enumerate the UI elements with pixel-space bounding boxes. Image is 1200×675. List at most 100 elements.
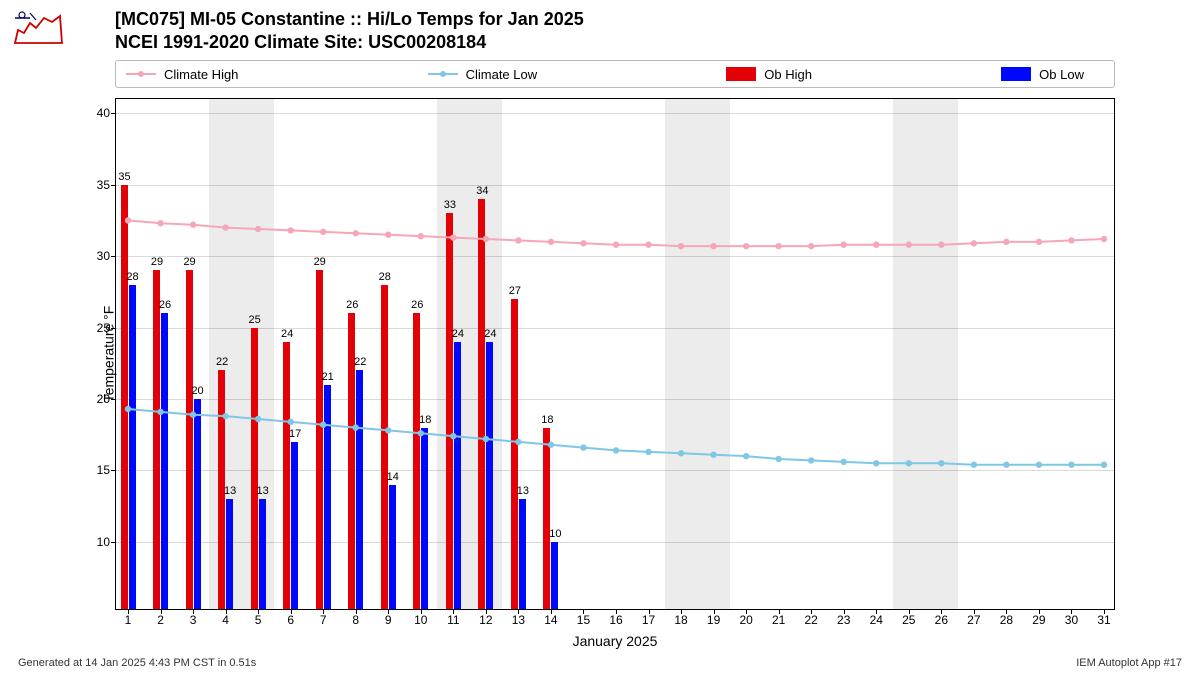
climate-high-marker (1101, 236, 1107, 242)
footer-generated: Generated at 14 Jan 2025 4:43 PM CST in … (18, 657, 256, 669)
climate-high-marker (971, 240, 977, 246)
climate-low-marker (287, 419, 293, 425)
climate-high-marker (710, 243, 716, 249)
climate-high-marker (678, 243, 684, 249)
climate-high-marker (287, 227, 293, 233)
x-tick-label: 20 (739, 613, 752, 627)
climate-low-marker (678, 450, 684, 456)
climate-high-marker (938, 242, 944, 248)
climate-low-marker (1003, 462, 1009, 468)
climate-low-marker (353, 424, 359, 430)
climate-low-marker (190, 412, 196, 418)
climate-high-marker (873, 242, 879, 248)
iem-logo-icon (10, 8, 65, 53)
legend-label: Climate High (164, 67, 238, 82)
climate-high-marker (515, 237, 521, 243)
climate-low-marker (1101, 462, 1107, 468)
climate-high-marker (841, 242, 847, 248)
legend-ob-high: Ob High (726, 67, 812, 82)
climate-low-marker (1036, 462, 1042, 468)
x-tick-label: 28 (1000, 613, 1013, 627)
x-tick-label: 3 (190, 613, 197, 627)
x-tick-label: 23 (837, 613, 850, 627)
climate-high-marker (1036, 239, 1042, 245)
climate-low-marker (743, 453, 749, 459)
x-tick-label: 21 (772, 613, 785, 627)
climate-low-marker (483, 436, 489, 442)
plot-area: Temperature °F January 2025 101520253035… (115, 98, 1115, 610)
climate-low-marker (971, 462, 977, 468)
x-tick-label: 14 (544, 613, 557, 627)
y-tick-label: 30 (84, 249, 110, 263)
climate-low-marker (775, 456, 781, 462)
legend-climate-low: Climate Low (428, 67, 538, 82)
climate-high-marker (255, 226, 261, 232)
title-line-2: NCEI 1991-2020 Climate Site: USC00208184 (115, 31, 584, 54)
climate-low-marker (938, 460, 944, 466)
x-tick-label: 31 (1097, 613, 1110, 627)
legend-label: Climate Low (466, 67, 538, 82)
x-tick-label: 30 (1065, 613, 1078, 627)
title-line-1: [MC075] MI-05 Constantine :: Hi/Lo Temps… (115, 8, 584, 31)
x-tick-label: 1 (125, 613, 132, 627)
x-tick-label: 15 (577, 613, 590, 627)
x-tick-label: 26 (935, 613, 948, 627)
climate-high-marker (580, 240, 586, 246)
climate-low-marker (385, 427, 391, 433)
y-tick-label: 40 (84, 106, 110, 120)
climate-low-marker (841, 459, 847, 465)
climate-high-marker (353, 230, 359, 236)
x-tick-label: 4 (222, 613, 229, 627)
climate-high-marker (906, 242, 912, 248)
y-tick-label: 25 (84, 321, 110, 335)
climate-low-marker (710, 452, 716, 458)
climate-high-marker (1003, 239, 1009, 245)
climate-high-marker (157, 220, 163, 226)
y-tick-label: 20 (84, 392, 110, 406)
legend: Climate High Climate Low Ob High Ob Low (115, 60, 1115, 88)
footer-app: IEM Autoplot App #17 (1076, 657, 1182, 669)
climate-low-marker (320, 422, 326, 428)
climate-high-marker (775, 243, 781, 249)
x-tick-label: 18 (674, 613, 687, 627)
climate-low-marker (125, 406, 131, 412)
x-tick-label: 19 (707, 613, 720, 627)
legend-climate-high: Climate High (126, 67, 238, 82)
x-tick-label: 16 (609, 613, 622, 627)
x-tick-label: 11 (447, 613, 459, 627)
climate-high-marker (450, 234, 456, 240)
x-tick-label: 27 (967, 613, 980, 627)
x-tick-label: 6 (287, 613, 294, 627)
x-tick-label: 12 (479, 613, 492, 627)
x-tick-label: 2 (157, 613, 164, 627)
x-tick-label: 8 (352, 613, 359, 627)
climate-lines (116, 99, 1116, 611)
x-tick-label: 5 (255, 613, 262, 627)
climate-high-marker (385, 232, 391, 238)
chart-title: [MC075] MI-05 Constantine :: Hi/Lo Temps… (115, 8, 584, 53)
climate-low-marker (580, 444, 586, 450)
y-tick-label: 15 (84, 463, 110, 477)
legend-label: Ob High (764, 67, 812, 82)
x-tick-label: 24 (870, 613, 883, 627)
y-tick-label: 10 (84, 535, 110, 549)
x-tick-label: 29 (1032, 613, 1045, 627)
x-tick-label: 22 (805, 613, 818, 627)
climate-high-marker (320, 229, 326, 235)
climate-low-marker (548, 442, 554, 448)
climate-low-marker (906, 460, 912, 466)
climate-high-marker (190, 222, 196, 228)
x-tick-label: 9 (385, 613, 392, 627)
climate-low-marker (645, 449, 651, 455)
climate-high-marker (222, 224, 228, 230)
climate-low-marker (450, 433, 456, 439)
climate-low-marker (1068, 462, 1074, 468)
x-tick-label: 13 (512, 613, 525, 627)
x-axis-label: January 2025 (116, 633, 1114, 649)
climate-high-marker (418, 233, 424, 239)
climate-low-marker (157, 409, 163, 415)
climate-low-marker (515, 439, 521, 445)
climate-low-marker (613, 447, 619, 453)
climate-high-marker (483, 236, 489, 242)
climate-high-marker (808, 243, 814, 249)
